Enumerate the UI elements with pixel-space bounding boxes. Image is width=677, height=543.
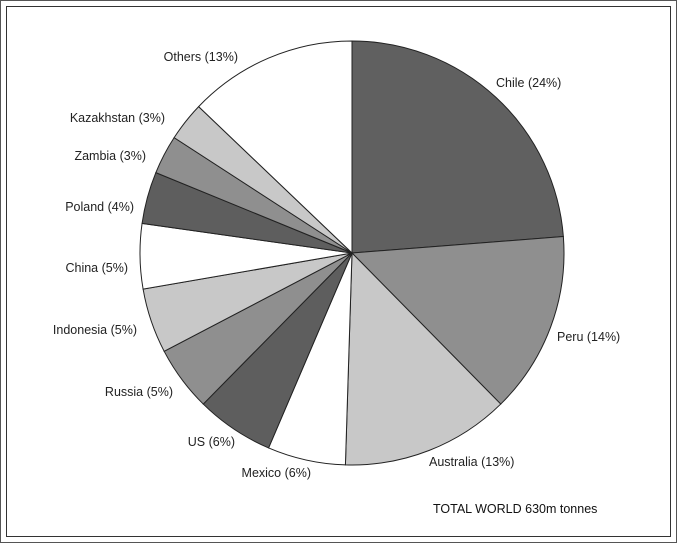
pie-slice	[351, 40, 564, 254]
total-world-label: TOTAL WORLD 630m tonnes	[433, 502, 597, 516]
chart-inner-border	[6, 6, 671, 537]
slice-label: Russia (5%)	[105, 385, 173, 399]
pie-labels: Chile (24%) Peru (14%) Australia (13%) Mexi…	[53, 50, 620, 480]
slice-label: Poland (4%)	[65, 200, 134, 214]
slice-label: Mexico (6%)	[242, 466, 311, 480]
slice-label: China (5%)	[65, 261, 128, 275]
slice-label: Others (13%)	[164, 50, 238, 64]
slice-label: Peru (14%)	[557, 330, 620, 344]
pie-slices	[139, 40, 565, 466]
slice-label: Australia (13%)	[429, 455, 514, 469]
pie-slice	[350, 235, 565, 405]
slice-label: Indonesia (5%)	[53, 323, 137, 337]
pie-slice	[197, 40, 353, 255]
slice-label: Chile (24%)	[496, 76, 561, 90]
slice-label: Zambia (3%)	[74, 149, 146, 163]
slice-label: Kazakhstan (3%)	[70, 111, 165, 125]
pie-slice	[344, 251, 502, 466]
slice-label: US (6%)	[188, 435, 235, 449]
